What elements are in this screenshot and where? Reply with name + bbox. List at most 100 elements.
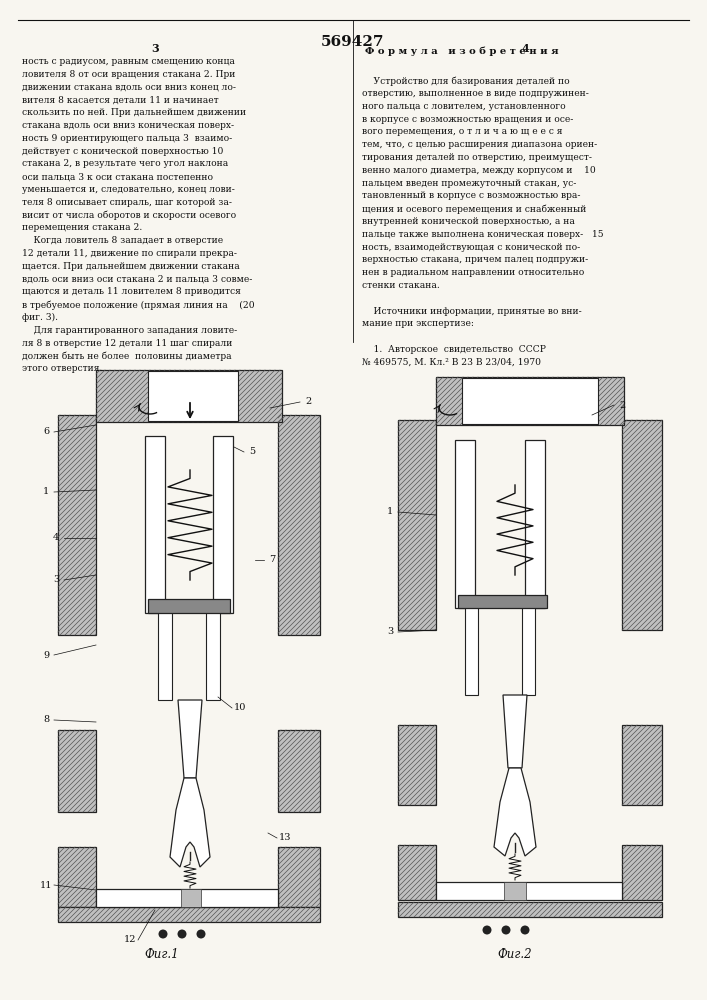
Text: в требуемое положение (прямая линия на    (20: в требуемое положение (прямая линия на (… [22,300,255,310]
Bar [455,440,475,608]
Text: тем, что, с целью расширения диапазона ориен-: тем, что, с целью расширения диапазона о… [362,140,597,149]
Text: этого отверстия.: этого отверстия. [22,364,103,373]
Text: 2: 2 [619,400,625,410]
Text: Фиг.1: Фиг.1 [145,948,180,961]
Bar [213,436,233,613]
Text: Источники информации, принятые во вни-: Источники информации, принятые во вни- [362,307,582,316]
Text: 8: 8 [43,716,49,724]
Circle shape [501,926,510,934]
Text: мание при экспертизе:: мание при экспертизе: [362,319,474,328]
Text: 1: 1 [387,508,393,516]
Bar [181,889,201,907]
Text: венно малого диаметра, между корпусом и    10: венно малого диаметра, между корпусом и … [362,166,596,175]
Text: щается. При дальнейшем движении стакана: щается. При дальнейшем движении стакана [22,262,240,271]
Text: действует с конической поверхностью 10: действует с конической поверхностью 10 [22,147,223,156]
Text: пальце также выполнена коническая поверх-   15: пальце также выполнена коническая поверх… [362,230,604,239]
Circle shape [482,926,491,934]
Bar [158,610,172,700]
Text: верхностью стакана, причем палец подпружи-: верхностью стакана, причем палец подпруж… [362,255,588,264]
Text: Фиг.2: Фиг.2 [498,948,532,961]
Polygon shape [58,415,96,635]
Text: ного пальца с ловителем, установленного: ного пальца с ловителем, установленного [362,102,566,111]
Bar [206,610,220,700]
Circle shape [197,930,206,938]
Text: вого перемещения, о т л и ч а ю щ е е с я: вого перемещения, о т л и ч а ю щ е е с … [362,127,563,136]
Text: Когда ловитель 8 западает в отверстие: Когда ловитель 8 западает в отверстие [22,236,223,245]
Text: в корпусе с возможностью вращения и осе-: в корпусе с возможностью вращения и осе- [362,115,573,124]
Text: вдоль оси вниз оси стакана 2 и пальца 3 совме-: вдоль оси вниз оси стакана 2 и пальца 3 … [22,275,252,284]
Text: 6: 6 [43,428,49,436]
Bar [148,371,238,421]
Polygon shape [494,768,536,856]
Text: 1.  Авторское  свидетельство  СССР: 1. Авторское свидетельство СССР [362,345,546,354]
Polygon shape [278,730,320,812]
Text: 3: 3 [53,576,59,584]
Text: оси пальца 3 к оси стакана постепенно: оси пальца 3 к оси стакана постепенно [22,172,213,181]
Text: ля 8 в отверстие 12 детали 11 шаг спирали: ля 8 в отверстие 12 детали 11 шаг спирал… [22,339,233,348]
Text: 12 детали 11, движение по спирали прекра-: 12 детали 11, движение по спирали прекра… [22,249,237,258]
Text: должен быть не более  половины диаметра: должен быть не более половины диаметра [22,351,232,361]
Text: 11: 11 [40,880,52,890]
Polygon shape [398,420,436,630]
Text: Устройство для базирования деталей по: Устройство для базирования деталей по [362,76,570,86]
Text: 9: 9 [43,650,49,660]
Polygon shape [398,902,662,917]
Text: нен в радиальном направлении относительно: нен в радиальном направлении относительн… [362,268,584,277]
Text: пальцем введен промежуточный стакан, ус-: пальцем введен промежуточный стакан, ус- [362,179,576,188]
Text: перемещения стакана 2.: перемещения стакана 2. [22,223,142,232]
Text: щения и осевого перемещения и снабженный: щения и осевого перемещения и снабженный [362,204,586,214]
Text: вителя 8 касается детали 11 и начинает: вителя 8 касается детали 11 и начинает [22,95,218,104]
Text: стакана 2, в результате чего угол наклона: стакана 2, в результате чего угол наклон… [22,159,228,168]
Text: № 469575, М. Кл.² В 23 В 23/04, 1970: № 469575, М. Кл.² В 23 В 23/04, 1970 [362,358,541,367]
Polygon shape [96,370,282,422]
Text: 5: 5 [249,448,255,456]
Text: скользить по ней. При дальнейшем движении: скользить по ней. При дальнейшем движени… [22,108,246,117]
Text: 3: 3 [151,43,159,54]
Bar [504,882,526,900]
Polygon shape [58,847,96,907]
Polygon shape [278,415,320,635]
Polygon shape [622,725,662,805]
Text: 7: 7 [269,556,275,564]
Bar [436,882,622,900]
Bar [465,605,478,695]
Text: ность, взаимодействующая с конической по-: ность, взаимодействующая с конической по… [362,243,580,252]
Text: уменьшается и, следовательно, конец лови-: уменьшается и, следовательно, конец лови… [22,185,235,194]
Polygon shape [58,907,320,922]
Text: тирования деталей по отверстию, преимущест-: тирования деталей по отверстию, преимуще… [362,153,592,162]
Text: тановленный в корпусе с возможностью вра-: тановленный в корпусе с возможностью вра… [362,191,580,200]
Text: 1: 1 [43,488,49,496]
Text: ность 9 ориентирующего пальца 3  взаимо-: ность 9 ориентирующего пальца 3 взаимо- [22,134,233,143]
Text: 3: 3 [387,628,393,637]
Text: Ф о р м у л а   и з о б р е т е н и я: Ф о р м у л а и з о б р е т е н и я [365,47,559,56]
Text: 10: 10 [234,704,246,712]
Text: Для гарантированного западания ловите-: Для гарантированного западания ловите- [22,326,238,335]
Text: 2: 2 [305,397,311,406]
Bar [462,378,598,424]
Text: стакана вдоль оси вниз коническая поверх-: стакана вдоль оси вниз коническая поверх… [22,121,234,130]
Bar [525,440,545,608]
Text: 12: 12 [124,936,136,944]
Polygon shape [398,845,436,900]
Text: фиг. 3).: фиг. 3). [22,313,58,322]
Text: ловителя 8 от оси вращения стакана 2. При: ловителя 8 от оси вращения стакана 2. Пр… [22,70,235,79]
Bar [145,436,165,613]
Bar [458,595,547,608]
Polygon shape [503,695,527,768]
Text: 4: 4 [521,43,529,54]
Polygon shape [58,730,96,812]
Circle shape [158,930,168,938]
Text: отверстию, выполненное в виде подпружинен-: отверстию, выполненное в виде подпружине… [362,89,589,98]
Text: висит от числа оборотов и скорости осевого: висит от числа оборотов и скорости осево… [22,211,236,220]
Text: внутренней конической поверхностью, а на: внутренней конической поверхностью, а на [362,217,575,226]
Text: стенки стакана.: стенки стакана. [362,281,440,290]
Polygon shape [170,778,210,867]
Circle shape [177,930,187,938]
Circle shape [520,926,530,934]
Polygon shape [622,420,662,630]
Text: щаются и деталь 11 ловителем 8 приводится: щаются и деталь 11 ловителем 8 приводитс… [22,287,241,296]
Text: 13: 13 [279,834,291,842]
Text: ность с радиусом, равным смещению конца: ность с радиусом, равным смещению конца [22,57,235,66]
Text: 4: 4 [53,534,59,542]
Text: теля 8 описывает спираль, шаг которой за-: теля 8 описывает спираль, шаг которой за… [22,198,232,207]
